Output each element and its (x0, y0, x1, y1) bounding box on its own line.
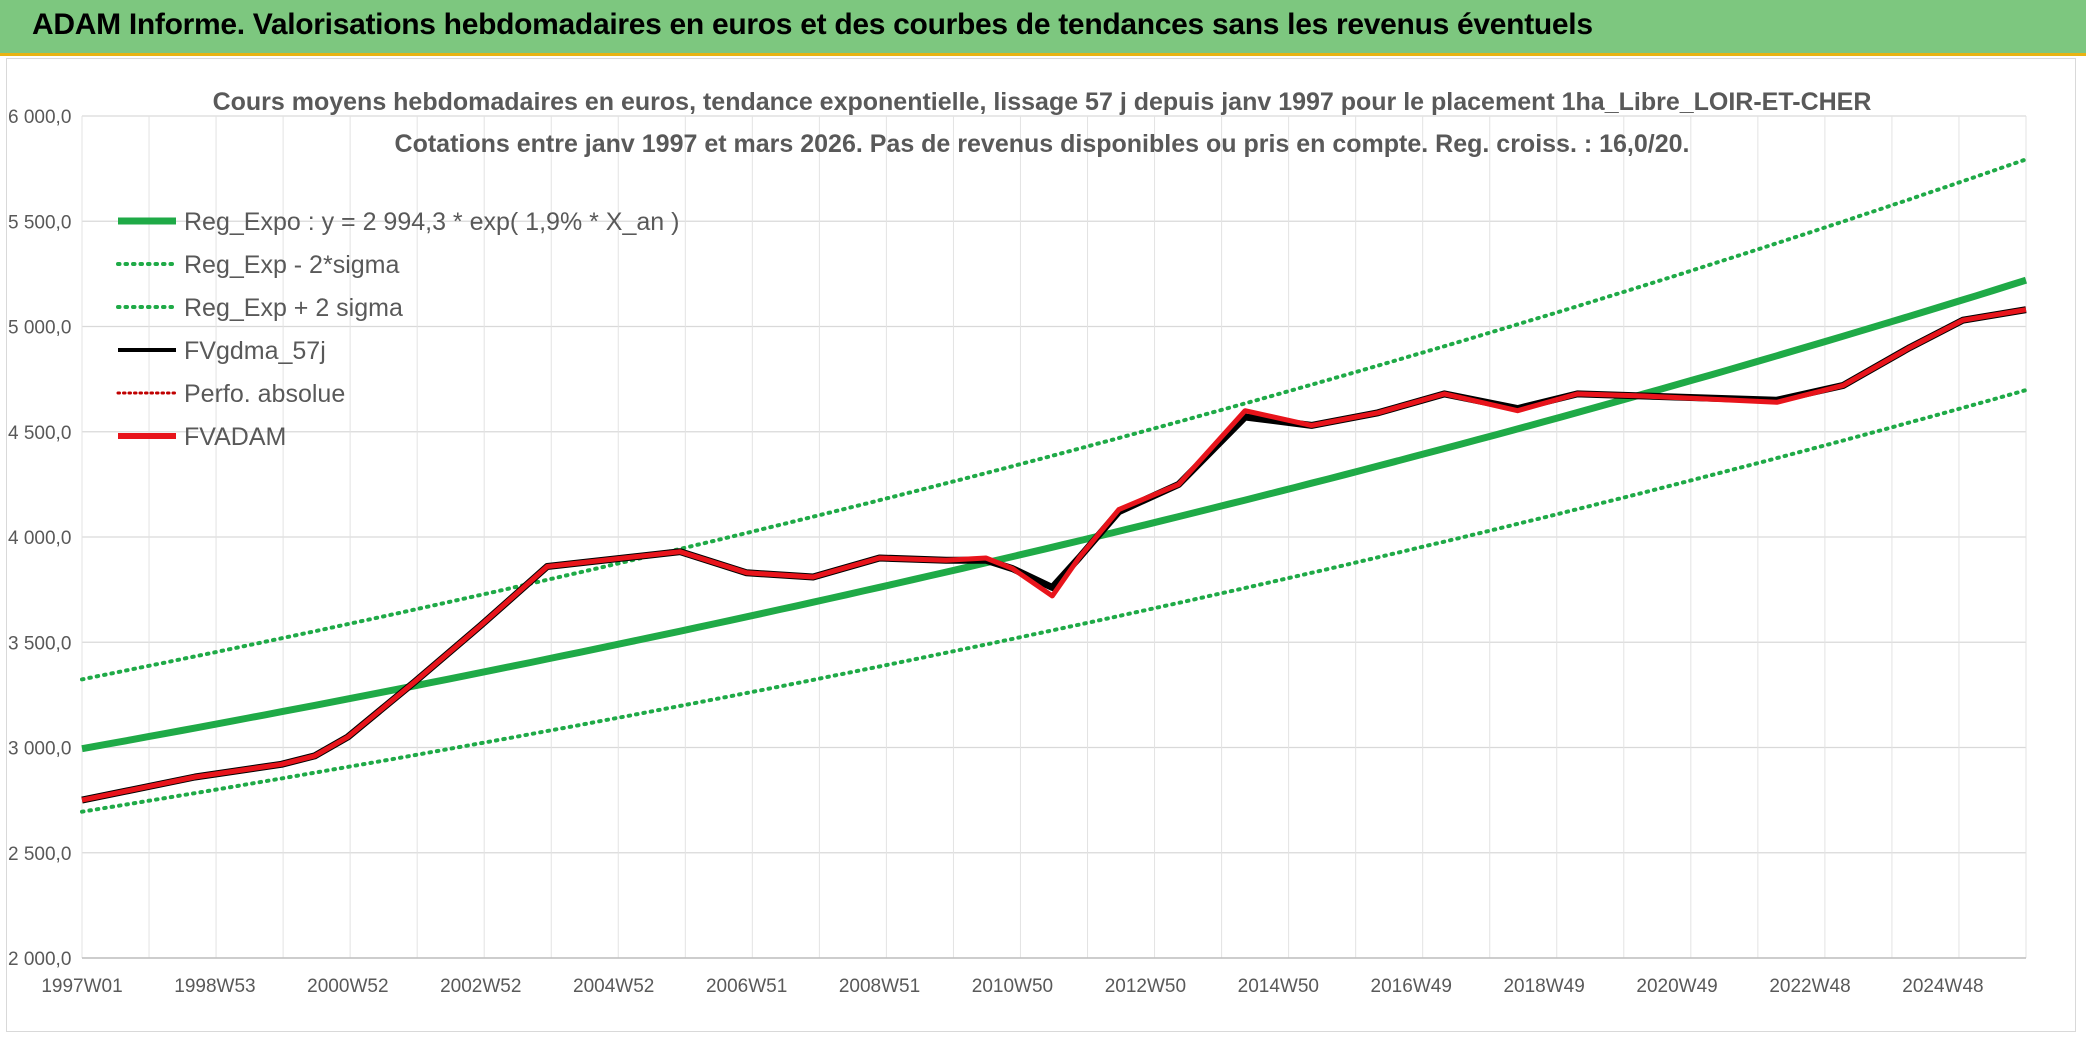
x-tick-label: 2016W49 (1371, 976, 1452, 997)
series-reg-minus-2sigma (80, 388, 2028, 814)
y-tick-label: 6 000,0 (8, 107, 71, 128)
x-tick-label: 2014W50 (1238, 976, 1319, 997)
series-fvadam (81, 307, 2027, 803)
chart-frame (6, 58, 2076, 1032)
series-reg-expo (81, 276, 2028, 753)
x-tick-label: 1998W53 (174, 976, 255, 997)
series-reg-plus-2sigma (80, 157, 2028, 682)
gridlines (81, 115, 2027, 959)
y-axis-ticks: 2 000,0 2 500,0 3 000,0 3 500,0 4 000,0 4 500… (8, 107, 71, 970)
legend-label: Reg_Expo : y = 2 994,3 * exp( 1,9% * X_a… (184, 208, 679, 236)
x-tick-label: 2008W51 (839, 976, 920, 997)
y-tick-label: 4 500,0 (8, 423, 71, 444)
y-tick-label: 3 500,0 (8, 633, 71, 654)
x-tick-label: 1997W01 (41, 976, 122, 997)
x-tick-label: 2020W49 (1636, 976, 1717, 997)
x-tick-label: 2004W52 (573, 976, 654, 997)
banner-title: ADAM Informe. Valorisations hebdomadaire… (32, 8, 1593, 41)
legend-label: Reg_Exp + 2 sigma (184, 294, 403, 322)
series-lines (80, 157, 2028, 814)
x-tick-label: 2012W50 (1105, 976, 1186, 997)
x-tick-label: 2024W48 (1902, 976, 1983, 997)
x-tick-label: 2018W49 (1503, 976, 1584, 997)
legend-label: Perfo. absolue (184, 380, 345, 408)
x-axis-ticks: 1997W01 1998W53 2000W52 2002W52 2004W52 2006W… (41, 976, 1983, 997)
y-tick-label: 2 000,0 (8, 949, 71, 970)
y-tick-label: 5 000,0 (8, 318, 71, 339)
chart-title: Cours moyens hebdomadaires en euros, ten… (213, 88, 1872, 116)
legend: Reg_Expo : y = 2 994,3 * exp( 1,9% * X_a… (116, 208, 679, 451)
x-tick-label: 2010W50 (972, 976, 1053, 997)
y-tick-label: 3 000,0 (8, 739, 71, 760)
x-tick-label: 2006W51 (706, 976, 787, 997)
x-tick-label: 2022W48 (1769, 976, 1850, 997)
x-tick-label: 2002W52 (440, 976, 521, 997)
series-fvgdma-57j (81, 306, 2027, 804)
legend-label: Reg_Exp - 2*sigma (184, 251, 399, 279)
y-tick-label: 5 500,0 (8, 212, 71, 233)
x-tick-label: 2000W52 (307, 976, 388, 997)
legend-label: FVADAM (184, 423, 286, 451)
title-banner: ADAM Informe. Valorisations hebdomadaire… (0, 0, 2086, 56)
y-tick-label: 4 000,0 (8, 528, 71, 549)
chart-subtitle: Cotations entre janv 1997 et mars 2026. … (395, 130, 1690, 158)
legend-label: FVgdma_57j (184, 337, 326, 365)
y-tick-label: 2 500,0 (8, 844, 71, 865)
